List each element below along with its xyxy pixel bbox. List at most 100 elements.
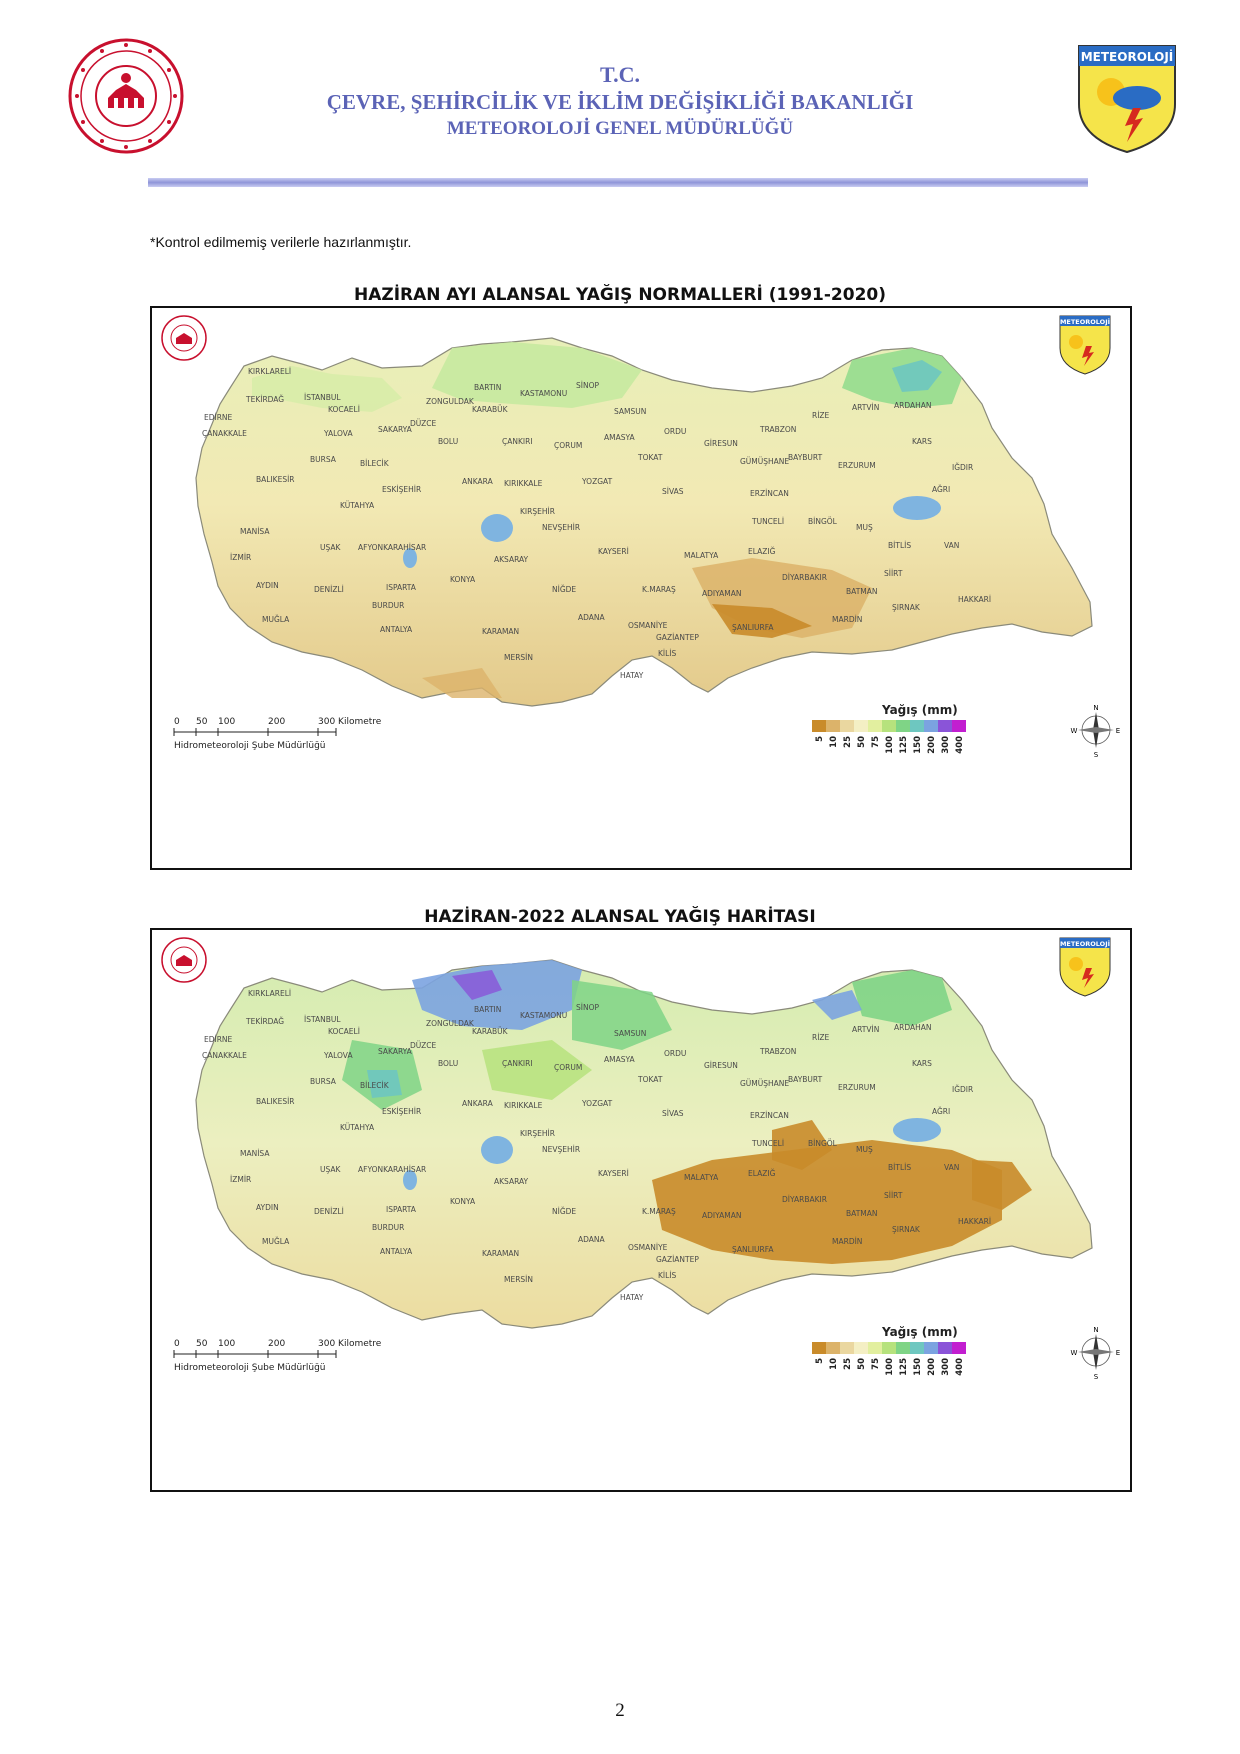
map1-city-label: TRABZON (759, 425, 796, 434)
map1-city-label: DİYARBAKIR (782, 573, 827, 582)
map2-city-label: ERZİNCAN (750, 1111, 789, 1120)
map2-city-label: KIRIKKALE (504, 1101, 543, 1110)
meteoroloji-logo: METEOROLOJİ (1075, 42, 1179, 154)
map1-scale-0: 0 (174, 717, 180, 727)
map2-scale-100: 100 (218, 1339, 235, 1349)
map1-logo-text: METEOROLOJİ (1060, 317, 1110, 326)
map2-legend-value: 100 (885, 1358, 895, 1376)
map1-city-label: MUŞ (856, 523, 873, 532)
map2-seal (161, 937, 207, 983)
map1-city-label: ÇORUM (554, 441, 582, 450)
map1-city-label: SİNOP (576, 381, 599, 390)
map2-city-label: ESKİŞEHİR (382, 1107, 421, 1116)
map1-legend: Yağış (mm) 5 10 25 50 75 100 125 150 200 300 400 (812, 703, 966, 754)
map1-city-label: BİTLİS (888, 541, 911, 550)
map2-city-label: HAKKARİ (958, 1217, 991, 1226)
map1-city-label: ŞANLIURFA (732, 623, 774, 632)
map1-credit: Hidrometeoroloji Şube Müdürlüğü (174, 741, 325, 751)
map1-city-label: ZONGULDAK (426, 397, 475, 406)
map1-city-label: BAYBURT (788, 453, 823, 462)
map1-city-label: KÜTAHYA (340, 501, 375, 510)
map2-frame: KIRKLARELİ EDİRNE TEKİRDAĞ İSTANBUL KOCAELİ Y… (150, 928, 1132, 1492)
map1-legend-value: 10 (829, 736, 839, 748)
map1-city-label: VAN (944, 541, 959, 550)
map2-city-label: NİĞDE (552, 1207, 576, 1216)
map2-city-label: BALIKESİR (256, 1097, 295, 1106)
map1-city-label: BALIKESİR (256, 475, 295, 484)
map1-legend-swatch (812, 720, 826, 732)
map2-city-label: TOKAT (637, 1075, 663, 1084)
map2-city-label: KÜTAHYA (340, 1123, 375, 1132)
map2-city-label: BURSA (310, 1077, 337, 1086)
map1-city-label: UŞAK (320, 543, 342, 552)
map1-zone-antalya (422, 668, 502, 698)
ministry-seal (68, 38, 184, 154)
map1-legend-swatch (952, 720, 966, 732)
map2-legend-swatch (910, 1342, 924, 1354)
map2-legend-value: 75 (871, 1358, 881, 1370)
map2-city-label: SİNOP (576, 1003, 599, 1012)
map1-city-label: AKSARAY (494, 555, 529, 564)
map1-frame: KIRKLARELİ EDİRNE TEKİRDAĞ İSTANBUL KOCAELİ Y… (150, 306, 1132, 870)
map2-city-label: YOZGAT (581, 1099, 613, 1108)
map1-city-label: KARAMAN (482, 627, 519, 636)
map2-city-label: AYDIN (256, 1203, 279, 1212)
map2-city-label: ARDAHAN (894, 1023, 932, 1032)
map1-city-label: YALOVA (323, 429, 353, 438)
map2-city-label: MUĞLA (262, 1237, 290, 1246)
map1-legend-value: 5 (815, 736, 825, 742)
map1-city-label: BOLU (438, 437, 458, 446)
map2-city-label: SAKARYA (378, 1047, 413, 1056)
map2-legend-value: 150 (913, 1358, 923, 1376)
map2-city-label: ÇANAKKALE (202, 1051, 247, 1060)
map2-city-label: ANKARA (462, 1099, 494, 1108)
map2-legend-swatch (812, 1342, 826, 1354)
map1-legend-value: 150 (913, 736, 923, 754)
map2-city-label: KASTAMONU (520, 1011, 567, 1020)
map1-city-label: NİĞDE (552, 585, 576, 594)
map2-legend-swatch (924, 1342, 938, 1354)
header-line-3: METEOROLOJİ GENEL MÜDÜRLÜĞÜ (446, 118, 794, 139)
map1-city-label: KIRIKKALE (504, 479, 543, 488)
map1-legend-swatch (910, 720, 924, 732)
map1-city-label: NEVŞEHİR (542, 523, 580, 532)
map2-legend-value: 125 (899, 1358, 909, 1376)
map1-city-label: GAZİANTEP (656, 633, 699, 642)
map2-city-label: ADIYAMAN (702, 1211, 741, 1220)
map2-scale-0: 0 (174, 1339, 180, 1349)
map2-city-label: KİLİS (658, 1271, 677, 1280)
map2-city-label: DENİZLİ (314, 1207, 344, 1216)
map1-city-labels: KIRKLARELİ EDİRNE TEKİRDAĞ İSTANBUL KOCAELİ Y… (202, 367, 991, 680)
map1-city-label: KARABÜK (472, 405, 509, 414)
map1-legend-swatch (868, 720, 882, 732)
map1-city-label: AĞRI (932, 485, 950, 494)
map1-city-label: ERZİNCAN (750, 489, 789, 498)
map1-city-label: TEKİRDAĞ (245, 395, 284, 404)
map1-canvas: KIRKLARELİ EDİRNE TEKİRDAĞ İSTANBUL KOCAELİ Y… (161, 315, 1120, 759)
map2-compass: N S E W (1071, 1326, 1121, 1381)
map2-city-label: İZMİR (230, 1175, 251, 1184)
map2-city-label: YALOVA (323, 1051, 353, 1060)
map2-legend-value: 5 (815, 1358, 825, 1364)
map2-city-label: ÇANKIRI (502, 1059, 533, 1068)
map2-zone-kastamonu (572, 980, 672, 1050)
map2-city-label: BİTLİS (888, 1163, 911, 1172)
map2-city-label: GAZİANTEP (656, 1255, 699, 1264)
map2-legend-swatch (868, 1342, 882, 1354)
map1-compass-s: S (1094, 751, 1099, 759)
map1-city-label: KOCAELİ (328, 405, 360, 414)
map1-city-label: ANTALYA (380, 625, 413, 634)
map2-city-label: IĞDIR (952, 1085, 973, 1094)
map2-canvas: KIRKLARELİ EDİRNE TEKİRDAĞ İSTANBUL KOCAELİ Y… (161, 937, 1121, 1381)
map1-city-label: ÇANAKKALE (202, 429, 247, 438)
map1-legend-swatch (924, 720, 938, 732)
map2-city-label: TEKİRDAĞ (245, 1017, 284, 1026)
map1-legend-swatch (840, 720, 854, 732)
map1-logo: METEOROLOJİ (1059, 315, 1111, 375)
map2-city-label: GÜMÜŞHANE (740, 1079, 789, 1088)
map1-city-label: KONYA (450, 575, 476, 584)
page-number: 2 (615, 1700, 625, 1721)
map2-city-label: BOLU (438, 1059, 458, 1068)
map1-city-label: GİRESUN (704, 439, 738, 448)
map2-zone-central (482, 1040, 592, 1100)
